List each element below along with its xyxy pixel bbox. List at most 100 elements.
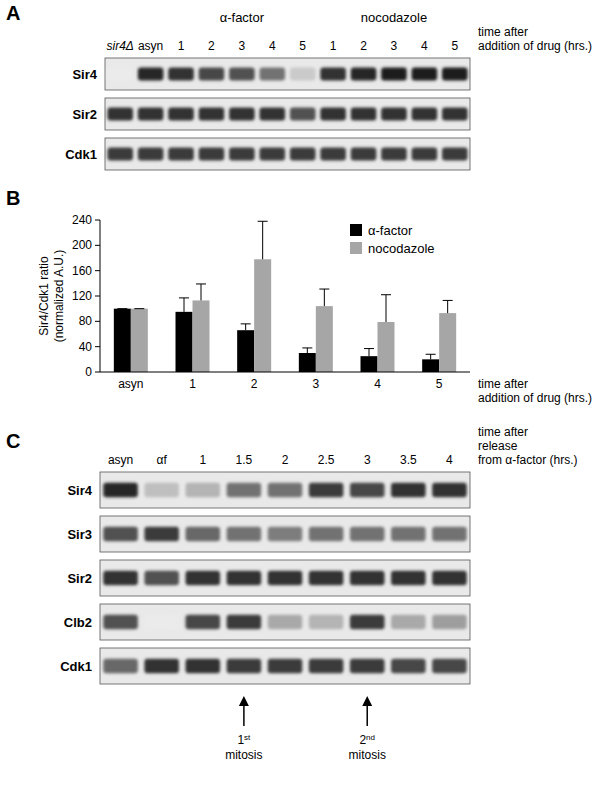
band xyxy=(350,615,385,629)
band xyxy=(268,571,303,585)
error-cap xyxy=(241,323,251,324)
band xyxy=(350,527,385,541)
bar xyxy=(176,312,193,372)
annotation: 1st xyxy=(237,733,251,748)
lane-label: 1 xyxy=(178,39,185,53)
legend-swatch xyxy=(350,224,362,236)
error-cap xyxy=(258,221,268,222)
axis-label: from α-factor (hrs.) xyxy=(478,453,578,467)
lane-label: 1.5 xyxy=(236,453,253,467)
axis-label: time after xyxy=(478,425,528,439)
band xyxy=(186,527,221,541)
band xyxy=(320,108,346,121)
bands xyxy=(103,571,466,585)
band xyxy=(144,527,179,541)
band xyxy=(320,148,346,161)
bar xyxy=(254,259,271,372)
legend-label: α-factor xyxy=(368,223,413,238)
y-tick-label: 120 xyxy=(72,289,92,303)
error-stem xyxy=(307,348,308,353)
marks xyxy=(114,221,456,372)
bar-panel: B04080120160200240Sir4/Cdk1 ratio(normal… xyxy=(6,187,592,405)
error-bar xyxy=(319,289,329,306)
bands xyxy=(103,483,466,497)
band xyxy=(260,108,286,121)
band xyxy=(432,483,467,497)
band xyxy=(290,68,316,81)
band xyxy=(138,148,164,161)
row-label: Cdk1 xyxy=(65,147,97,162)
annotation-suffix: st xyxy=(244,733,251,742)
panel-letter: A xyxy=(6,2,20,24)
band xyxy=(144,659,179,673)
row-label: Sir2 xyxy=(67,571,92,586)
y-tick xyxy=(95,296,100,297)
band xyxy=(138,108,164,121)
error-bar xyxy=(443,300,453,313)
bar xyxy=(439,313,456,372)
band xyxy=(168,148,194,161)
band xyxy=(432,615,467,629)
band xyxy=(186,483,221,497)
annotation: mitosis xyxy=(349,748,386,762)
band xyxy=(391,615,426,629)
x-tick-label: 2 xyxy=(251,377,258,391)
page: {"chart_data": [ {"type": "blot", "title… xyxy=(0,0,595,800)
lane-label: αf xyxy=(157,453,168,467)
group-span xyxy=(321,26,467,27)
band xyxy=(391,571,426,585)
band xyxy=(350,483,385,497)
lane-label: 1 xyxy=(199,453,206,467)
band xyxy=(227,571,262,585)
x-tick-label: asyn xyxy=(118,377,143,391)
band xyxy=(412,68,438,81)
band xyxy=(199,108,225,121)
band xyxy=(309,615,344,629)
band xyxy=(227,659,262,673)
y-tick xyxy=(95,220,100,221)
band xyxy=(290,148,316,161)
band xyxy=(432,571,467,585)
legend-swatch xyxy=(350,242,362,254)
band xyxy=(309,659,344,673)
band xyxy=(107,108,133,121)
bands xyxy=(107,68,467,81)
y-tick xyxy=(95,245,100,246)
error-stem xyxy=(245,324,246,330)
blot-strip xyxy=(100,472,470,508)
lane-label: 3 xyxy=(391,39,398,53)
band xyxy=(432,527,467,541)
group-label: α-factor xyxy=(220,10,265,25)
panel-letter: B xyxy=(6,187,20,209)
error-stem xyxy=(386,295,387,322)
lane-label: asyn xyxy=(108,453,133,467)
band xyxy=(229,68,255,81)
lane-label: 4 xyxy=(269,39,276,53)
band xyxy=(351,148,377,161)
bands xyxy=(103,527,466,541)
band xyxy=(186,615,221,629)
annotation: 2nd xyxy=(359,733,375,748)
axis-label: Sir4/Cdk1 ratio xyxy=(37,256,51,336)
lane-label: 4 xyxy=(421,39,428,53)
band xyxy=(186,659,221,673)
row-label: Sir4 xyxy=(72,67,97,82)
row-label: Clb2 xyxy=(64,615,92,630)
arrow-head xyxy=(239,696,249,706)
bands xyxy=(107,108,467,121)
band xyxy=(103,483,138,497)
lane-label: 5 xyxy=(451,39,458,53)
y-tick-label: 40 xyxy=(79,340,93,354)
arrow-head xyxy=(362,696,372,706)
error-stem xyxy=(324,289,325,306)
band xyxy=(168,108,194,121)
error-bar xyxy=(134,308,144,309)
band xyxy=(381,108,407,121)
lane-label: asyn xyxy=(138,39,163,53)
bar xyxy=(114,309,131,372)
y-tick xyxy=(95,321,100,322)
y-tick xyxy=(95,346,100,347)
blot-strip xyxy=(105,98,470,130)
error-bar xyxy=(381,295,391,322)
blot-strip xyxy=(105,138,470,170)
